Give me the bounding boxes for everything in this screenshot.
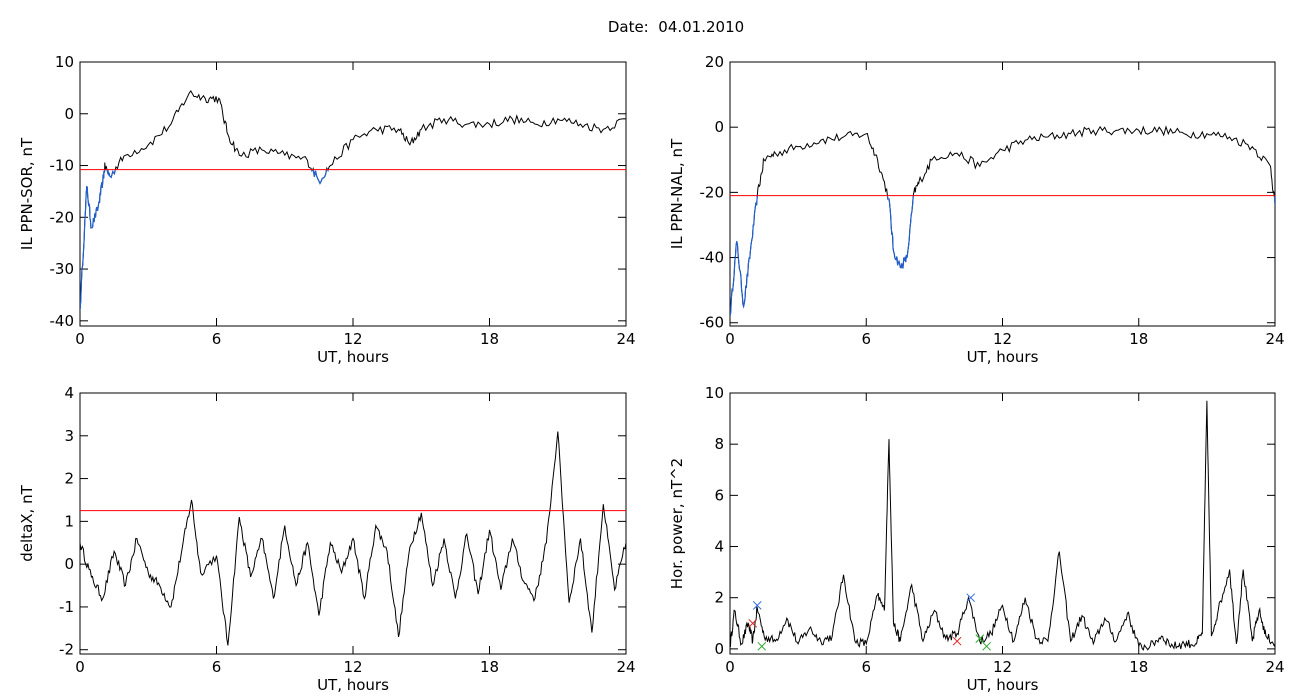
x-marker-stroke: [757, 641, 767, 651]
y-tick-label: 0: [64, 555, 74, 573]
y-tick-label: 6: [714, 486, 724, 504]
x-tick-label: 6: [212, 330, 222, 348]
x-marker: [748, 618, 758, 628]
x-tick-label: 6: [861, 658, 871, 676]
x-tick-label: 0: [725, 330, 735, 348]
x-tick-label: 18: [480, 658, 499, 676]
x-tick-label: 6: [212, 658, 222, 676]
x-axis-label: UT, hours: [967, 348, 1039, 366]
x-tick-label: 24: [1265, 658, 1284, 676]
y-tick-label: 3: [64, 427, 74, 445]
x-tick-label: 0: [725, 658, 735, 676]
chart-panel-2: 0 6 12 18 24 20 0 -20 -40 -60 UT, hours IL PPN-NAL,…: [668, 53, 1285, 366]
y-tick-label: 0: [64, 105, 74, 123]
date-label: Date:: [607, 18, 649, 36]
data-series-line: [80, 89, 626, 311]
y-tick-label: -60: [700, 314, 725, 332]
x-tick-label: 6: [861, 330, 871, 348]
y-tick-label: 4: [714, 538, 724, 556]
x-marker: [752, 601, 762, 610]
plot-frame: [729, 392, 1276, 655]
y-axis-label: IL PPN-NAL, nT: [668, 138, 686, 249]
x-tick-label: 12: [993, 658, 1012, 676]
y-axis-label: Hor. power, nT^2: [668, 458, 686, 589]
data-series-line: [80, 431, 626, 646]
y-tick-label: -40: [700, 249, 725, 267]
x-tick-label: 18: [1129, 658, 1148, 676]
chart-date-header: Date: 04.01.2010: [0, 18, 1300, 36]
y-tick-label: 4: [64, 384, 74, 402]
date-value: 04.01.2010: [658, 18, 745, 36]
chart-panel-3: 0 6 12 18 24 4 3 2 1 0 -1 -2 UT, hours deltaX, nT: [18, 384, 636, 694]
y-tick-label: 8: [714, 435, 724, 453]
y-axis-label: deltaX, nT: [18, 484, 36, 561]
y-tick-label: -40: [50, 312, 75, 330]
plot-frame: [729, 61, 1276, 327]
y-tick-label: 0: [714, 640, 724, 658]
y-tick-label: 2: [714, 589, 724, 607]
y-tick-label: -20: [50, 208, 75, 226]
y-tick-label: -30: [50, 260, 75, 278]
x-marker-stroke: [966, 593, 976, 603]
x-marker: [975, 634, 985, 644]
y-tick-label: -20: [700, 183, 725, 201]
x-tick-label: 0: [75, 658, 85, 676]
y-tick-label: 0: [714, 118, 724, 136]
y-tick-label: 1: [64, 512, 74, 530]
y-tick-label: 10: [705, 384, 724, 402]
x-marker-stroke: [752, 601, 762, 610]
x-marker-stroke: [982, 641, 991, 651]
x-tick-label: 24: [1265, 330, 1284, 348]
x-tick-label: 0: [75, 330, 85, 348]
y-tick-label: 2: [64, 470, 74, 488]
chart-panel-1: 0 6 12 18 24 10 0 -10 -20 -30 -40 UT, hours IL PPN-S…: [18, 53, 636, 366]
x-axis-label: UT, hours: [967, 676, 1039, 694]
x-marker: [982, 641, 991, 651]
below-threshold-series: [730, 195, 1275, 317]
x-tick-label: 24: [616, 658, 635, 676]
y-axis-label: IL PPN-SOR, nT: [18, 137, 36, 250]
y-tick-label: -10: [50, 157, 75, 175]
x-tick-label: 18: [1129, 330, 1148, 348]
below-threshold-series: [80, 169, 329, 311]
x-marker: [966, 593, 976, 603]
plot-frame: [79, 61, 627, 327]
data-series-line: [730, 400, 1275, 651]
x-marker-stroke: [748, 618, 758, 628]
x-tick-label: 24: [616, 330, 635, 348]
x-tick-label: 12: [993, 330, 1012, 348]
x-marker: [757, 641, 767, 651]
data-series-line: [730, 125, 1275, 317]
chart-panel-4: 0 6 12 18 24 10 8 6 4 2 0 UT, hours Hor. power, nT^2: [668, 384, 1285, 694]
x-tick-label: 12: [343, 658, 362, 676]
y-tick-label: -1: [59, 598, 74, 616]
x-marker: [952, 636, 962, 646]
x-tick-label: 18: [480, 330, 499, 348]
x-axis-label: UT, hours: [317, 348, 389, 366]
x-marker-stroke: [975, 634, 985, 644]
y-tick-label: -2: [59, 641, 74, 659]
x-tick-label: 12: [343, 330, 362, 348]
x-marker-stroke: [952, 636, 962, 646]
y-tick-label: 20: [705, 53, 724, 71]
x-axis-label: UT, hours: [317, 676, 389, 694]
plot-frame: [79, 392, 627, 655]
y-tick-label: 10: [55, 53, 74, 71]
